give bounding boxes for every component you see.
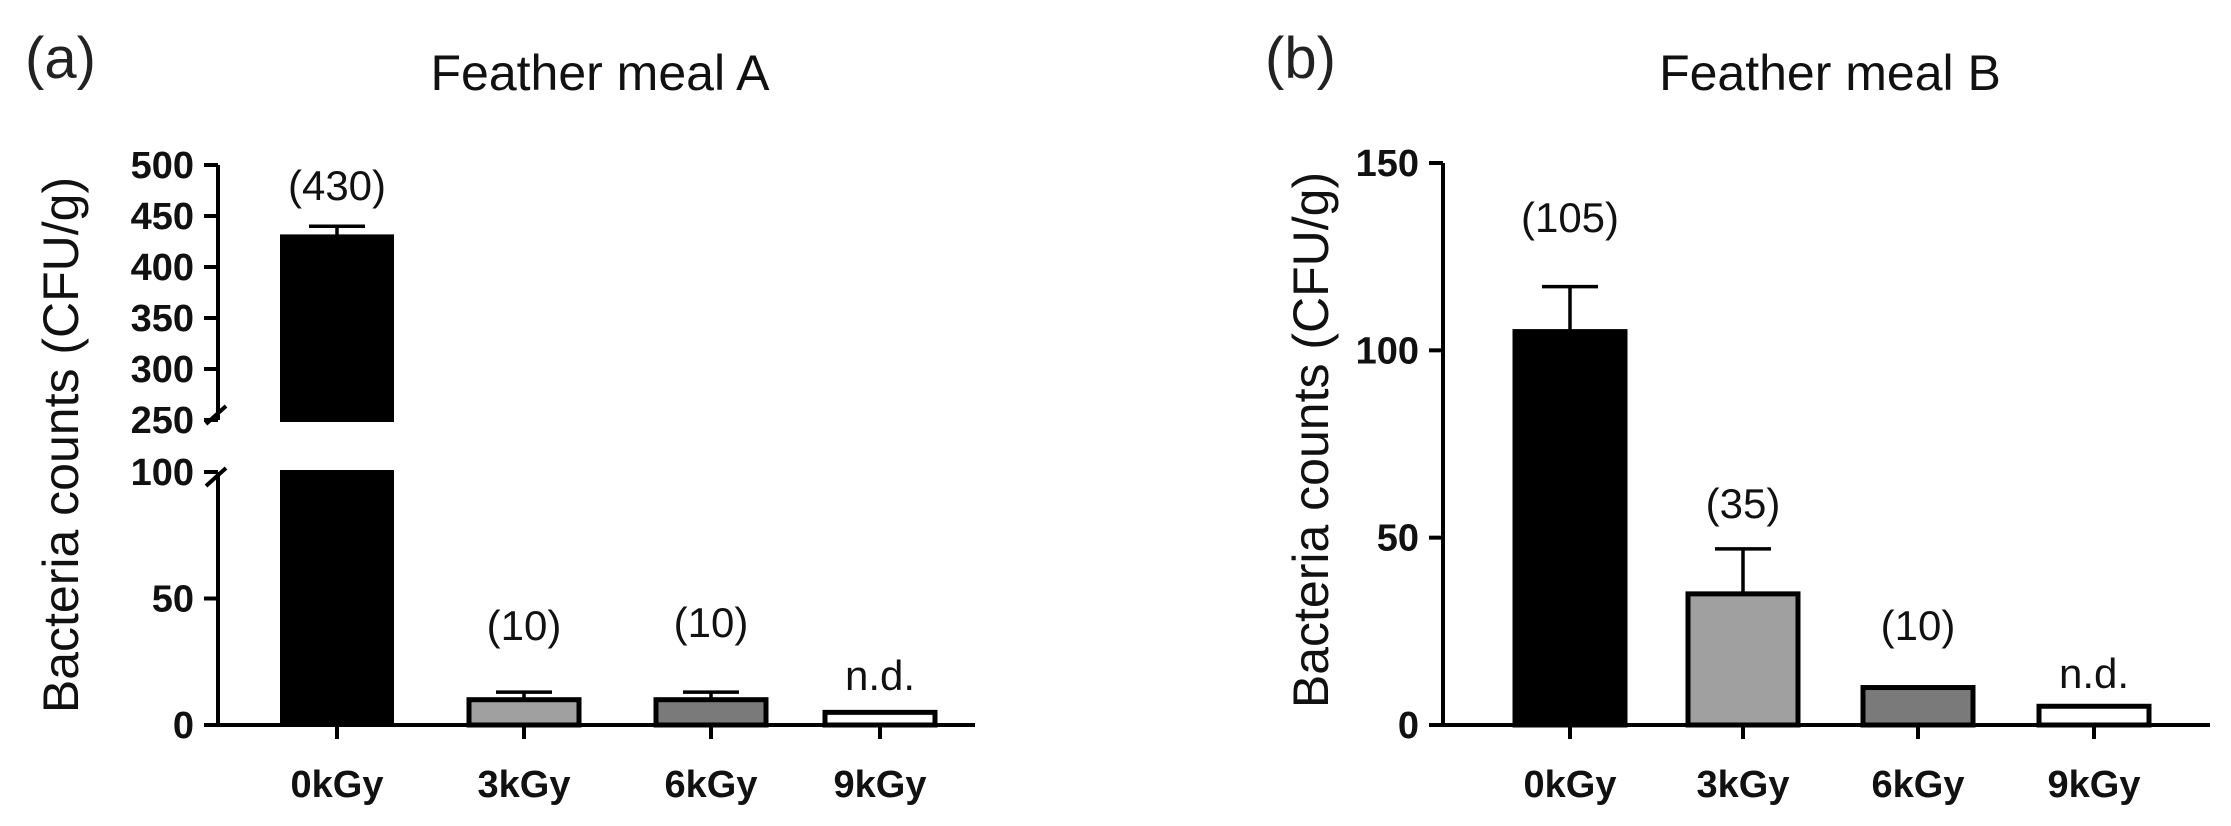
y-tick-label-a: 450 <box>131 196 194 238</box>
data-label-a: (10) <box>674 599 749 646</box>
bar <box>466 697 582 728</box>
bar <box>2036 703 2152 728</box>
data-label-a: (430) <box>288 162 386 209</box>
panel-label-a: (a) <box>25 26 96 91</box>
x-tick-label-a: 9kGy <box>834 764 927 806</box>
y-tick-label-a: 50 <box>152 579 194 621</box>
y-tick-label-b: 50 <box>1377 518 1419 560</box>
x-tick-label-a: 6kGy <box>665 764 758 806</box>
y-tick-label-b: 0 <box>1398 705 1419 747</box>
y-tick-label-a: 500 <box>131 145 194 187</box>
y-tick-label-a: 350 <box>131 298 194 340</box>
bar <box>822 709 938 728</box>
y-tick-label-b: 150 <box>1356 143 1419 185</box>
y-tick-label-a: 0 <box>173 705 194 747</box>
x-tick-label-a: 0kGy <box>291 764 384 806</box>
x-tick-label-b: 9kGy <box>2048 764 2141 806</box>
bars-a: (430) (10) (10) n.d. <box>280 162 938 728</box>
x-tick-label-b: 0kGy <box>1524 764 1617 806</box>
chart-title-a: Feather meal A <box>430 45 770 101</box>
y-tick-label-a: 300 <box>131 349 194 391</box>
bar-lower-segment <box>280 470 394 727</box>
ticks-a: 0 50 100 250 300 350 400 450 500 0kGy 3kGy 6kGy 9kGy <box>131 145 927 806</box>
bar <box>1512 329 1628 728</box>
bar-upper-segment <box>280 234 394 422</box>
chart-panel-b: (b) Feather meal B Bacteria counts (CFU/… <box>1265 26 2210 806</box>
x-tick-label-a: 3kGy <box>478 764 571 806</box>
y-axis-label-b: Bacteria counts (CFU/g) <box>1283 172 1339 708</box>
data-label-b: (35) <box>1706 480 1781 527</box>
axis-break-mark-lower-a <box>204 466 228 488</box>
y-tick-label-a: 100 <box>131 452 194 494</box>
bar <box>653 697 769 728</box>
chart-title-b: Feather meal B <box>1659 45 2001 101</box>
bars-b: (105) (35) (10) n.d. <box>1512 194 2152 728</box>
panel-label-b: (b) <box>1265 26 1336 91</box>
y-tick-label-a: 400 <box>131 247 194 289</box>
data-label-b: n.d. <box>2059 650 2129 697</box>
chart-panel-a: (a) Feather meal A Bacteria counts (CFU/… <box>25 26 975 806</box>
data-label-a: n.d. <box>845 652 915 699</box>
bar <box>1685 591 1801 728</box>
x-tick-label-b: 6kGy <box>1872 764 1965 806</box>
data-label-a: (10) <box>487 602 562 649</box>
x-tick-label-b: 3kGy <box>1697 764 1790 806</box>
y-tick-label-b: 100 <box>1356 330 1419 372</box>
data-label-b: (10) <box>1881 602 1956 649</box>
bar <box>1860 685 1976 728</box>
data-label-b: (105) <box>1521 194 1619 241</box>
y-tick-label-a: 250 <box>131 400 194 442</box>
y-axis-label-a: Bacteria counts (CFU/g) <box>33 177 89 713</box>
ticks-b: 0 50 100 150 0kGy 3kGy 6kGy 9kGy <box>1356 143 2141 806</box>
